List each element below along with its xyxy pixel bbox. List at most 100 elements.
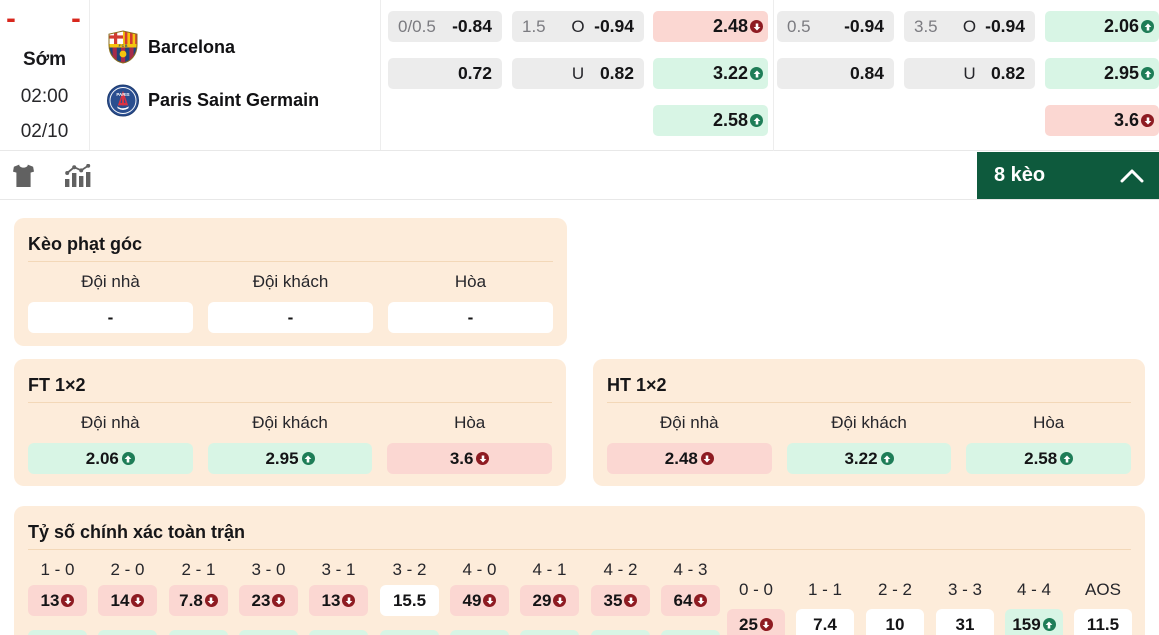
odds-box-1x2[interactable]: 3.22 [653,58,768,89]
odds-box-1x2[interactable]: 2.58 [653,105,768,136]
odds-value: 31 [955,614,975,634]
odds-value: 49 [462,590,482,610]
ht-away-odds[interactable]: 3.22 [786,443,952,474]
odds-box-handicap[interactable]: 0/0.5 -0.84 [388,11,502,42]
score-odds-box[interactable]: 35 [591,585,650,616]
score-header: 4 - 1 [532,560,567,579]
ft-1x2-card: FT 1×2 Đội nhà Đội khách Hòa 2.06 2.95 3… [14,359,566,486]
score-col-4-1: 4 - 1 29 [520,506,579,635]
score-header: 2 - 0 [110,560,145,579]
trend-down-icon [476,452,490,465]
score-col-3-0: 3 - 0 23 [239,506,298,635]
chevron-up-icon [1119,168,1145,184]
ft-card-title: FT 1×2 [28,375,86,395]
score-odds-box[interactable]: 14 [98,585,157,616]
score-odds-box-partial[interactable] [169,630,228,635]
trend-down-icon [272,594,286,607]
odds-value: 15.5 [392,590,427,610]
1x2-price: 2.58 [712,110,748,130]
corner-home-odds[interactable]: - [28,302,193,333]
score-odds-box[interactable]: 64 [661,585,720,616]
odds-value: 3.6 [449,448,474,468]
score-odds-box-partial[interactable] [380,630,439,635]
score-odds-box-partial[interactable] [450,630,509,635]
ht-draw-odds[interactable]: 2.58 [966,443,1131,474]
trend-up-icon [750,114,763,127]
score-odds-box[interactable]: 7.8 [169,585,228,616]
ft-home-odds[interactable]: 2.06 [28,443,193,474]
ou-price: 0.82 [990,63,1025,83]
1x2-price: 2.48 [712,16,748,36]
score-col-1-1: 1 - 1 7.4 [796,506,854,635]
score-odds-box[interactable]: 159 [1005,609,1063,635]
score-odds-box[interactable]: 11.5 [1074,609,1132,635]
odds-value: 29 [532,590,552,610]
match-time: 02:00 [20,86,69,107]
correct-score-card: Tỷ số chính xác toàn trận 1 - 0 13 2 - 0… [14,506,1145,635]
away-score-placeholder: - [71,3,81,35]
score-odds-box-partial[interactable] [309,630,368,635]
trend-down-icon [483,594,497,607]
corner-draw-odds[interactable]: - [388,302,553,333]
score-odds-box[interactable]: 15.5 [380,585,439,616]
score-odds-box-partial[interactable] [661,630,720,635]
ou-side: O [962,16,977,36]
score-odds-box[interactable]: 7.4 [796,609,854,635]
trend-up-icon [1042,618,1056,631]
ft-draw-odds[interactable]: 3.6 [387,443,552,474]
score-odds-box[interactable]: 29 [520,585,579,616]
score-odds-box[interactable]: 13 [28,585,87,616]
odds-box-handicap[interactable]: 0.72 [388,58,502,89]
odds-box-over[interactable]: 3.5 O -0.94 [904,11,1035,42]
svg-text:PARIS: PARIS [116,92,129,97]
home-team[interactable]: F C B Barcelona [107,30,235,64]
odds-box-handicap[interactable]: 0.5 -0.94 [777,11,894,42]
odds-box-1x2[interactable]: 2.06 [1045,11,1159,42]
score-odds-box[interactable]: 25 [727,609,785,635]
odds-count-button[interactable]: 8 kèo [977,152,1159,199]
odds-value: 159 [1012,614,1041,634]
odds-box-1x2[interactable]: 2.48 [653,11,768,42]
ft-away-odds[interactable]: 2.95 [207,443,373,474]
odds-box-under[interactable]: U 0.82 [512,58,644,89]
score-odds-box-partial[interactable] [520,630,579,635]
odds-value: 7.4 [813,614,837,634]
odds-box-over[interactable]: 1.5 O -0.94 [512,11,644,42]
score-odds-box[interactable]: 13 [309,585,368,616]
score-odds-box[interactable]: 10 [866,609,924,635]
home-score-placeholder: - [6,3,16,35]
corner-away-odds[interactable]: - [208,302,373,333]
score-header: 4 - 3 [673,560,708,579]
odds-box-1x2[interactable]: 2.95 [1045,58,1159,89]
score-odds-box[interactable]: 31 [936,609,994,635]
score-odds-box[interactable]: 49 [450,585,509,616]
away-team[interactable]: PARIS Paris Saint Germain [107,83,319,117]
score-col-4-4: 4 - 4 159 [1005,506,1063,635]
odds-box-1x2[interactable]: 3.6 [1045,105,1159,136]
odds-count-label: 8 kèo [994,164,1046,186]
ht-home-odds[interactable]: 2.48 [607,443,772,474]
odds-value: 2.06 [85,448,119,468]
corner-card-title: Kèo phạt góc [28,234,143,254]
score-odds-box-partial[interactable] [239,630,298,635]
score-odds-box-partial[interactable] [98,630,157,635]
score-odds-box[interactable]: 23 [239,585,298,616]
jersey-icon[interactable] [13,152,34,199]
score-header: 4 - 4 [1016,580,1052,599]
score-header: AOS [1085,580,1121,599]
odds-box-handicap[interactable]: 0.84 [777,58,894,89]
score-odds-box-partial[interactable] [28,630,87,635]
card-separator [607,402,1131,403]
score-col-3-3: 3 - 3 31 [936,506,994,635]
trend-up-icon [121,452,135,465]
header-away: Đội khách [252,272,329,291]
corner-odds-card: Kèo phạt góc Đội nhà Đội khách Hòa - - - [14,218,567,346]
ou-line: 1.5 [522,16,546,36]
stats-chart-icon[interactable] [64,152,91,199]
odds-value: - [467,307,474,327]
score-col-4-2: 4 - 2 35 [591,506,650,635]
odds-box-under[interactable]: U 0.82 [904,58,1035,89]
handicap-price: 0.72 [457,63,492,83]
away-team-name: Paris Saint Germain [148,89,320,110]
score-odds-box-partial[interactable] [591,630,650,635]
